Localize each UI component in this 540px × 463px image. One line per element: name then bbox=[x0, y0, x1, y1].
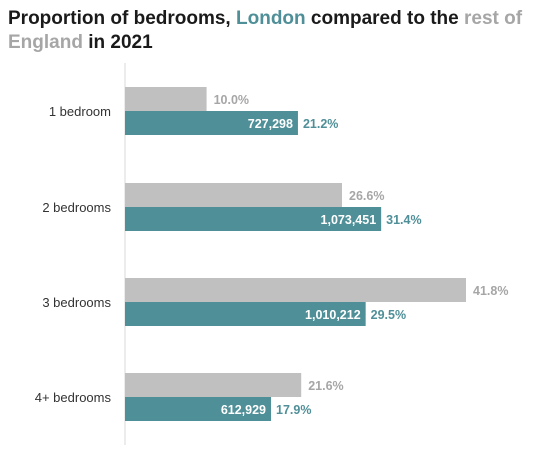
bar-london bbox=[125, 302, 366, 326]
london-value-label: 17.9% bbox=[276, 403, 311, 417]
title-rest: rest of England bbox=[8, 8, 523, 53]
london-count-label: 1,073,451 bbox=[321, 213, 377, 227]
category-label: 2 bedrooms bbox=[42, 200, 111, 215]
title-london: London bbox=[236, 8, 306, 29]
title-part-2: compared to the bbox=[305, 8, 464, 29]
bar-rest-of-england bbox=[125, 278, 466, 302]
rest-value-label: 26.6% bbox=[349, 189, 384, 203]
rest-value-label: 41.8% bbox=[473, 284, 508, 298]
title-part-1: Proportion of bedrooms, bbox=[8, 8, 236, 29]
london-value-label: 29.5% bbox=[371, 308, 406, 322]
chart-title: Proportion of bedrooms, London compared … bbox=[8, 7, 533, 55]
category-label: 4+ bedrooms bbox=[35, 390, 112, 405]
london-value-label: 21.2% bbox=[303, 117, 338, 131]
bar-rest-of-england bbox=[125, 87, 207, 111]
bar-rest-of-england bbox=[125, 183, 342, 207]
title-part-3: in 2021 bbox=[82, 32, 153, 53]
bar-london bbox=[125, 207, 382, 231]
london-count-label: 727,298 bbox=[248, 117, 293, 131]
london-value-label: 31.4% bbox=[386, 213, 421, 227]
bar-london bbox=[125, 111, 298, 135]
london-count-label: 612,929 bbox=[221, 403, 266, 417]
rest-value-label: 10.0% bbox=[214, 93, 249, 107]
bar-london bbox=[125, 397, 272, 421]
category-label: 1 bedroom bbox=[49, 104, 111, 119]
category-label: 3 bedrooms bbox=[42, 295, 111, 310]
london-count-label: 1,010,212 bbox=[305, 308, 361, 322]
bar-rest-of-england bbox=[125, 373, 302, 397]
rest-value-label: 21.6% bbox=[308, 379, 343, 393]
